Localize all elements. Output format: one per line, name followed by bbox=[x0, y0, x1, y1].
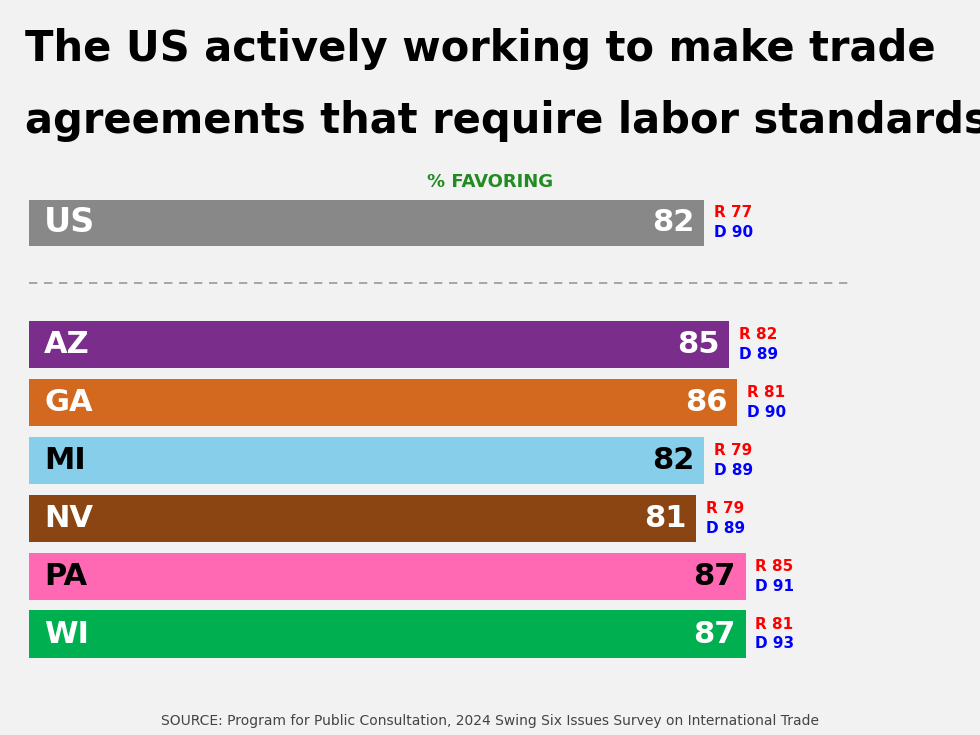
Text: R 85: R 85 bbox=[756, 559, 794, 574]
Text: D 90: D 90 bbox=[747, 405, 786, 420]
Text: D 91: D 91 bbox=[756, 578, 795, 594]
Text: D 90: D 90 bbox=[714, 225, 754, 240]
Text: 87: 87 bbox=[693, 562, 736, 591]
Text: PA: PA bbox=[44, 562, 87, 591]
Text: 82: 82 bbox=[652, 208, 695, 237]
Text: GA: GA bbox=[44, 388, 93, 417]
Text: D 89: D 89 bbox=[739, 347, 778, 362]
Text: 85: 85 bbox=[677, 330, 719, 359]
Bar bbox=[29, 553, 746, 600]
Text: 82: 82 bbox=[652, 446, 695, 475]
Text: MI: MI bbox=[44, 446, 86, 475]
Text: WI: WI bbox=[44, 620, 89, 649]
Text: D 89: D 89 bbox=[714, 463, 754, 478]
Bar bbox=[29, 611, 746, 658]
Text: D 93: D 93 bbox=[756, 637, 795, 651]
Text: 87: 87 bbox=[693, 620, 736, 649]
Text: D 89: D 89 bbox=[706, 520, 745, 536]
Text: AZ: AZ bbox=[44, 330, 90, 359]
Text: R 81: R 81 bbox=[747, 385, 785, 401]
Bar bbox=[29, 321, 729, 368]
Text: 81: 81 bbox=[644, 504, 686, 533]
Bar bbox=[29, 495, 696, 542]
Text: NV: NV bbox=[44, 504, 93, 533]
Bar bbox=[29, 437, 705, 484]
Bar bbox=[29, 379, 737, 426]
Text: The US actively working to make trade: The US actively working to make trade bbox=[24, 28, 935, 70]
Text: SOURCE: Program for Public Consultation, 2024 Swing Six Issues Survey on Interna: SOURCE: Program for Public Consultation,… bbox=[161, 714, 819, 728]
Text: 86: 86 bbox=[685, 388, 727, 417]
Bar bbox=[29, 200, 705, 245]
Text: R 79: R 79 bbox=[714, 443, 753, 458]
Text: agreements that require labor standards: agreements that require labor standards bbox=[24, 101, 980, 143]
Text: R 77: R 77 bbox=[714, 205, 753, 220]
Text: R 81: R 81 bbox=[756, 617, 794, 632]
Text: % FAVORING: % FAVORING bbox=[427, 173, 553, 190]
Text: R 79: R 79 bbox=[706, 501, 745, 516]
Text: R 82: R 82 bbox=[739, 327, 777, 343]
Text: US: US bbox=[44, 207, 95, 239]
